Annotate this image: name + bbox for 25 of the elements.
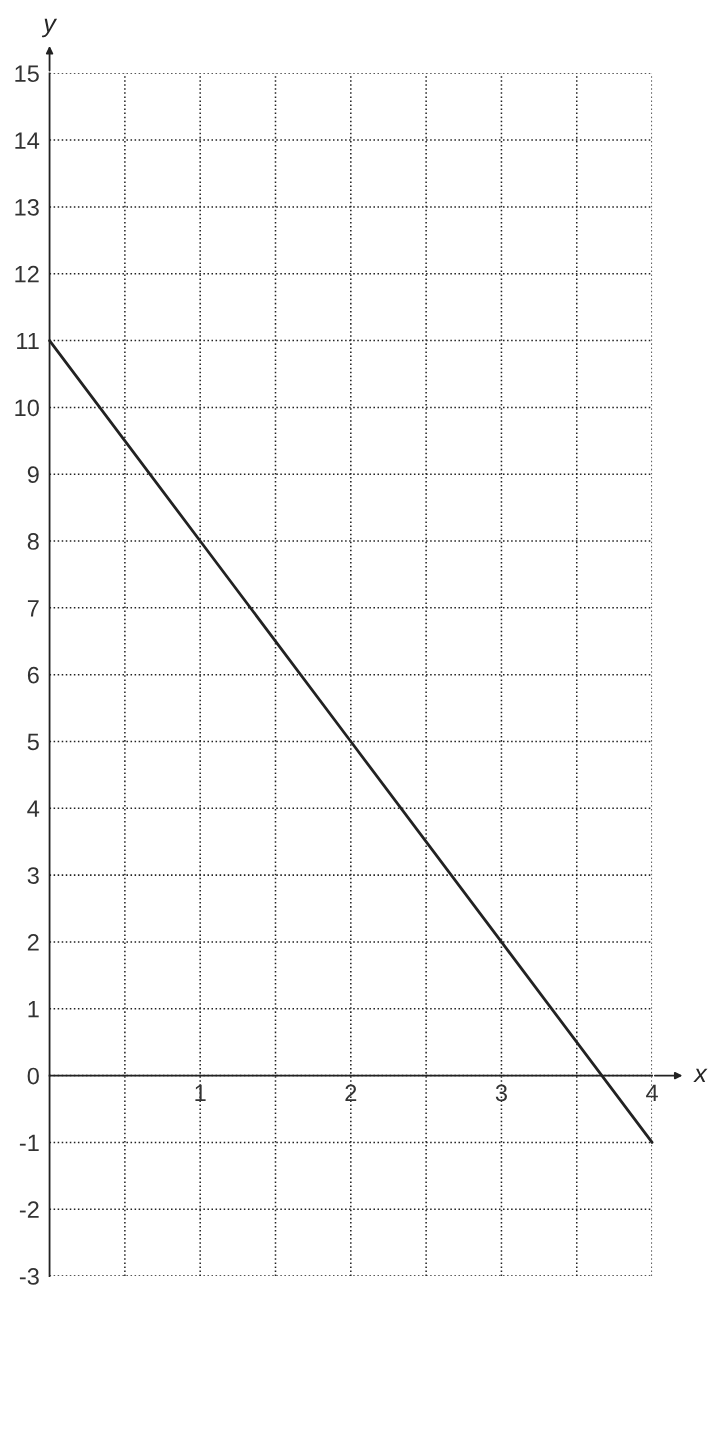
y-tick-label: 0 — [27, 1067, 39, 1085]
y-tick-label: 4 — [27, 800, 40, 817]
y-tick-label: 11 — [17, 332, 39, 350]
y-tick-label: 3 — [27, 867, 39, 884]
x-axis-title: x — [693, 1068, 708, 1083]
x-tick-label: 4 — [646, 1084, 658, 1102]
y-tick-label: 14 — [15, 132, 40, 149]
y-tick-label: 10 — [15, 399, 39, 417]
y-tick-label: 8 — [27, 533, 39, 550]
y-tick-label: 5 — [27, 733, 39, 751]
x-tick-label: 3 — [495, 1084, 507, 1102]
y-tick-label: 15 — [15, 65, 39, 83]
y-tick-label: 13 — [15, 199, 39, 216]
y-tick-label: 7 — [27, 600, 39, 617]
y-tick-label: 12 — [15, 265, 39, 283]
x-tick-label: 1 — [195, 1084, 206, 1102]
y-tick-label: -3 — [19, 1268, 39, 1285]
y-tick-label: 9 — [27, 466, 39, 483]
x-tick-label: 2 — [345, 1084, 357, 1102]
y-tick-label: 1 — [28, 1001, 39, 1018]
y-tick-label: 6 — [27, 666, 39, 684]
y-axis-title: y — [41, 18, 58, 38]
y-tick-label: -1 — [19, 1134, 39, 1151]
y-tick-label: -2 — [19, 1201, 39, 1218]
y-tick-label: 2 — [27, 934, 39, 951]
